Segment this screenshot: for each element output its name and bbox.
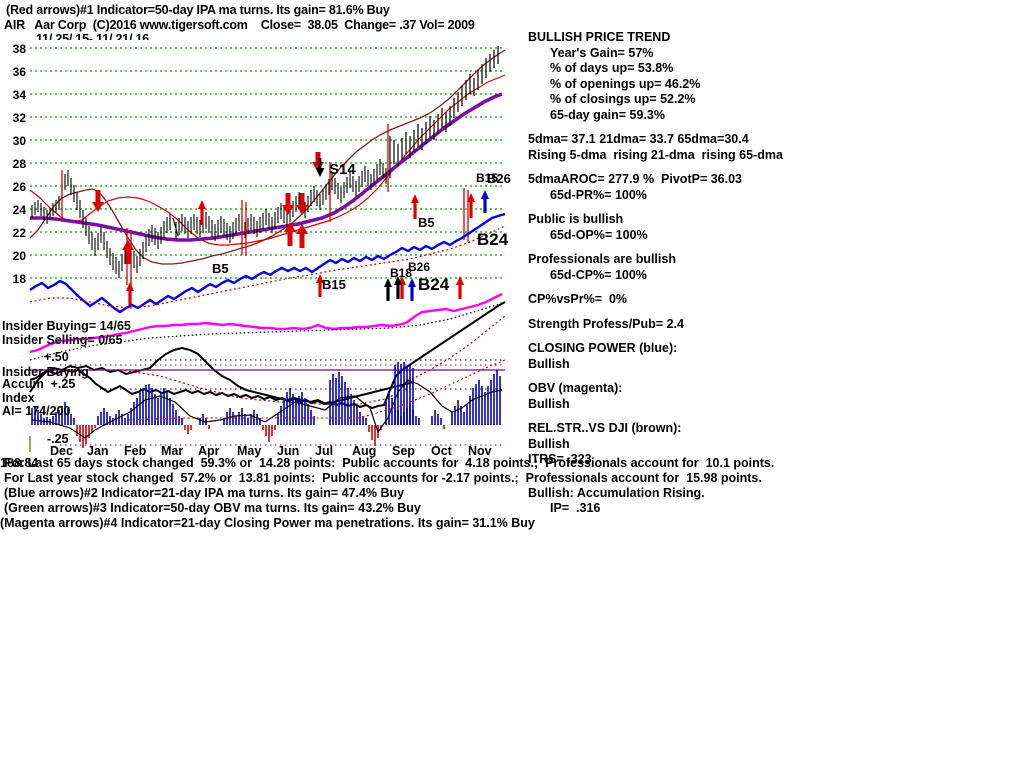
chart-annotation-s14: S14 bbox=[329, 161, 356, 178]
summary-text-block: 188.84 For Last 65 days stock changed 59… bbox=[0, 456, 1024, 531]
obv-value: Bullish bbox=[528, 396, 570, 411]
days-up-stat: % of days up= 53.8% bbox=[550, 61, 674, 75]
aroc-pivot-line: 5dmaAROC= 277.9 % PivotP= 36.03 bbox=[528, 172, 742, 186]
x-axis-month-jan: Jan bbox=[87, 444, 109, 458]
plus-half-label: +.50 bbox=[44, 350, 69, 364]
pr-percent: 65d-PR%= 100% bbox=[550, 187, 647, 202]
obv-line bbox=[29, 292, 503, 354]
chart-annotation-b26-overlap: B15 bbox=[476, 171, 499, 185]
cp-vs-pr: CP%vsPr%= 0% bbox=[528, 292, 628, 306]
x-axis-month-apr: Apr bbox=[198, 444, 220, 458]
x-axis-month-oct: Oct bbox=[431, 444, 452, 458]
y-axis-label: 34 bbox=[12, 88, 26, 102]
op-percent: 65d-OP%= 100% bbox=[550, 227, 648, 242]
event-marker-bars bbox=[61, 124, 469, 286]
itrs-value: ITRS= .323 bbox=[528, 452, 592, 466]
x-axis-month-jun: Jun bbox=[277, 444, 300, 458]
price-bars bbox=[31, 46, 499, 278]
overlapped-axis-number: 188.84 bbox=[0, 456, 39, 470]
lower-band-line bbox=[29, 74, 506, 246]
y-axis-label: 32 bbox=[12, 111, 26, 125]
chart-annotation-b15: B15 bbox=[322, 277, 346, 292]
chart-annotation-b5-2: B5 bbox=[212, 261, 229, 276]
chart-annotation-b5-1: B5 bbox=[418, 215, 435, 230]
y-axis-label: 24 bbox=[12, 203, 26, 217]
ticker-summary-line: AIR Aar Corp (C)2016 www.tigersoft.com C… bbox=[4, 18, 475, 32]
indicator-headline: (Red arrows)#1 Indicator=50-day IPA ma t… bbox=[6, 3, 390, 17]
strength-ratio: Strength Profess/Pub= 2.4 bbox=[528, 316, 684, 331]
sixtyfive-day-gain: 65-day gain= 59.3% bbox=[550, 107, 665, 122]
chart-annotation-b26-2: B26 bbox=[408, 260, 431, 274]
y-axis-label: 30 bbox=[12, 134, 26, 148]
insider-accum-label-2: Accum +.25 bbox=[2, 377, 76, 391]
x-axis-month-may: May bbox=[237, 444, 262, 458]
chart-annotation-b24-2: B24 bbox=[418, 275, 450, 294]
buy-arrow-up bbox=[122, 193, 475, 305]
ma-trend-line: Rising 5-dma rising 21-dma rising 65-dma bbox=[528, 147, 783, 162]
x-axis-month-dec: Dec bbox=[50, 444, 73, 458]
accumulation-summary: Bullish: Accumulation Rising. bbox=[528, 485, 705, 500]
closings-up-stat: % of closings up= 52.2% bbox=[550, 92, 696, 106]
price-trend-title: BULLISH PRICE TREND bbox=[528, 30, 671, 44]
rel-strength-line bbox=[29, 301, 506, 410]
rel-strength-ma bbox=[119, 315, 506, 405]
chart-annotation-b26-1: B26 bbox=[487, 171, 511, 186]
accum-smoothing-line bbox=[31, 379, 503, 439]
relstr-label: REL.STR..VS DJI (brown): bbox=[528, 421, 682, 435]
x-axis-month-jul: Jul bbox=[315, 444, 334, 458]
x-axis-month-aug: Aug bbox=[352, 444, 377, 458]
insider-accum-label-1: Insider Buying bbox=[2, 365, 89, 379]
x-axis-month-sep: Sep bbox=[392, 444, 415, 458]
accum-gridlines bbox=[60, 364, 505, 446]
chart-annotation-b18: B18 bbox=[390, 266, 413, 280]
indicator-4-summary: (Magenta arrows)#4 Indicator=21-day Clos… bbox=[0, 516, 535, 530]
y-axis-label: 18 bbox=[12, 272, 26, 286]
y-axis-label: 26 bbox=[12, 180, 26, 194]
y-axis-label: 36 bbox=[12, 65, 26, 79]
black-buy-arrow bbox=[384, 276, 402, 301]
analysis-panel: BULLISH PRICE TREND Year's Gain= 57% % o… bbox=[528, 30, 1008, 517]
x-axis-month-nov: Nov bbox=[468, 444, 492, 458]
y-axis-label: 28 bbox=[12, 157, 26, 171]
closing-power-line bbox=[29, 212, 506, 314]
indicator-2-summary: (Blue arrows)#2 Indicator=21-day IPA ma … bbox=[4, 486, 405, 500]
moving-averages-line: 5dma= 37.1 21dma= 33.7 65dma=30.4 bbox=[528, 132, 749, 146]
price-chart[interactable] bbox=[0, 40, 520, 452]
y-axis-label: 20 bbox=[12, 249, 26, 263]
y-axis-label: 22 bbox=[12, 226, 26, 240]
index-label-1: Index bbox=[2, 391, 35, 405]
professional-sentiment: Professionals are bullish bbox=[528, 252, 676, 266]
index-label-2: AI= 174/200 bbox=[2, 404, 71, 418]
accum-dotted-line bbox=[127, 359, 506, 421]
insider-selling-label: Insider Selling= 0/65 bbox=[2, 333, 123, 347]
ipa-ma-line bbox=[30, 92, 503, 242]
chart-annotation-b24-1: B24 bbox=[477, 230, 509, 249]
openings-up-stat: % of openings up= 46.2% bbox=[550, 76, 701, 91]
y-axis-label: 38 bbox=[12, 42, 26, 56]
minus-quarter-label: -.25 bbox=[47, 432, 69, 446]
x-axis-month-mar: Mar bbox=[161, 444, 184, 458]
summary-65-days: For Last 65 days stock changed 59.3% or … bbox=[4, 456, 775, 470]
public-sentiment: Public is bullish bbox=[528, 212, 624, 226]
indicator-3-summary: (Green arrows)#3 Indicator=50-day OBV ma… bbox=[4, 501, 421, 515]
ip-value: IP= .316 bbox=[550, 501, 601, 515]
summary-last-year: For Last year stock changed 57.2% or 13.… bbox=[4, 471, 762, 485]
closing-power-label: CLOSING POWER (blue): bbox=[528, 341, 678, 355]
closing-power-ma bbox=[29, 225, 506, 309]
obv-label: OBV (magenta): bbox=[528, 381, 623, 395]
years-gain-stat: Year's Gain= 57% bbox=[550, 45, 654, 60]
relstr-value: Bullish bbox=[528, 436, 570, 451]
blue-buy-arrow bbox=[408, 190, 489, 301]
insider-buying-label: Insider Buying= 14/65 bbox=[2, 319, 131, 333]
closing-power-value: Bullish bbox=[528, 356, 570, 371]
s14-arrow bbox=[315, 158, 325, 177]
cp-percent: 65d-CP%= 100% bbox=[550, 267, 647, 282]
x-axis-month-feb: Feb bbox=[124, 444, 147, 458]
insider-gridlines bbox=[100, 359, 505, 390]
